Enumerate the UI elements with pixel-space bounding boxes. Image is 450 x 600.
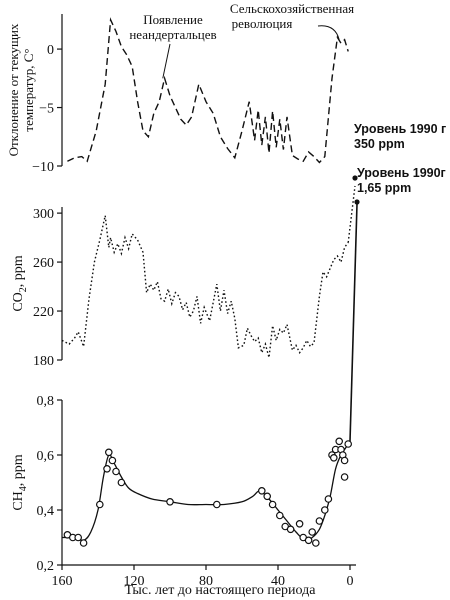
ch4-data-point — [286, 525, 295, 534]
ch4-data-point — [268, 500, 277, 509]
x-tick-label: 160 — [52, 574, 73, 589]
ch4-data-point — [96, 500, 104, 509]
co2-panel: 180 220 260 300 CO2, ppm Уровень 1990 г 350 pp… — [11, 122, 446, 369]
ch4-data-point — [324, 495, 333, 503]
co2-tick-label: 300 — [33, 207, 54, 222]
ch4-data-point — [74, 533, 83, 542]
ch4-data-point — [103, 464, 111, 473]
temperature-tick-label: −10 — [32, 160, 54, 175]
temperature-y-label-line: Отклонение от текущих — [6, 23, 21, 156]
co2-y-label-part: CO — [11, 292, 26, 311]
ch4-1990-riser — [349, 203, 358, 442]
ch4-y-label-part: 4 — [18, 486, 29, 491]
ch4-y-label-part: CH — [11, 491, 26, 510]
co2-tick-label: 260 — [33, 256, 54, 271]
ch4-1990-level-label: Уровень 1990г 1,65 ppm — [357, 166, 446, 195]
x-tick-label: 40 — [271, 574, 285, 589]
chart-panels: 0 −5 −10 Отклонение от текущихтемператур, С… — [6, 1, 446, 598]
x-tick-label: 0 — [347, 574, 354, 589]
temperature-y-label-line: температур, С° — [21, 48, 36, 131]
ch4-data-point — [257, 486, 266, 495]
annotation-agriculture: Сельскохозяйственная революция — [230, 1, 354, 31]
x-tick-label: 80 — [199, 574, 213, 589]
temperature-panel: 0 −5 −10 Отклонение от текущихтемператур, С… — [6, 1, 354, 175]
ch4-data-point — [344, 440, 353, 448]
temperature-tick-label: −5 — [39, 102, 54, 117]
temperature-y-label: Отклонение от текущихтемператур, С° — [6, 23, 36, 156]
co2-y-label-part: , ppm — [11, 255, 26, 287]
ch4-trend-curve — [61, 440, 351, 542]
ch4-data-point — [108, 456, 117, 465]
ch4-1990-level-line: Уровень 1990г — [357, 166, 446, 180]
ch4-data-point — [213, 500, 221, 509]
temperature-series-line — [67, 17, 349, 164]
annotation-neanderthals-line: неандертальцев — [129, 27, 216, 42]
ch4-data-point — [308, 528, 317, 536]
co2-1990-marker — [352, 175, 358, 181]
ch4-tick-label: 0,4 — [37, 504, 55, 519]
co2-tick-label: 180 — [33, 354, 54, 369]
annotation-agriculture-line: революция — [232, 16, 293, 31]
ch4-data-point — [166, 497, 174, 506]
temperature-tick-label: 0 — [47, 43, 54, 58]
annotation-neanderthals-pointer — [162, 43, 171, 79]
ch4-tick-label: 0,8 — [37, 394, 55, 409]
ch4-1990-level-line: 1,65 ppm — [357, 181, 411, 195]
ch4-data-point — [320, 506, 329, 514]
ch4-tick-label: 0,6 — [37, 449, 55, 464]
ch4-data-point — [329, 453, 338, 462]
ch4-data-point — [315, 517, 324, 525]
ch4-data-point — [340, 473, 349, 481]
ch4-y-label-part: , ppm — [11, 454, 26, 486]
annotation-agriculture-pointer — [317, 25, 340, 40]
ch4-data-point — [340, 456, 349, 465]
co2-1990-level-line: Уровень 1990 г — [354, 122, 446, 136]
co2-series-line — [61, 215, 349, 358]
co2-1990-riser — [347, 185, 356, 243]
co2-y-label-part: 2 — [18, 287, 29, 292]
ch4-data-point — [117, 478, 126, 487]
ch4-data-point — [112, 467, 120, 476]
x-tick-label: 120 — [124, 574, 145, 589]
ch4-data-point — [263, 492, 272, 501]
annotation-neanderthals-line: Появление — [143, 12, 203, 27]
ch4-data-point — [335, 437, 344, 446]
ch4-data-point — [295, 519, 304, 528]
ch4-data-point — [79, 539, 88, 547]
ch4-data-point — [304, 536, 313, 545]
co2-tick-label: 220 — [33, 305, 54, 320]
ch4-data-point — [311, 539, 320, 547]
ch4-tick-label: 0,2 — [37, 559, 55, 574]
annotation-neanderthals: Появление неандертальцев — [129, 12, 216, 42]
co2-1990-level-line: 350 ppm — [354, 137, 405, 151]
ch4-1990-marker — [354, 199, 360, 205]
annotation-agriculture-line: Сельскохозяйственная — [230, 1, 354, 16]
co2-1990-level-label: Уровень 1990 г 350 ppm — [354, 122, 446, 151]
ch4-data-point — [105, 448, 113, 457]
ch4-y-label: CH4, ppm — [11, 454, 29, 510]
x-axis-label: Тыс. лет до настоящего периода — [125, 583, 317, 598]
ch4-data-point — [275, 511, 284, 520]
co2-y-label: CO2, ppm — [11, 255, 29, 311]
